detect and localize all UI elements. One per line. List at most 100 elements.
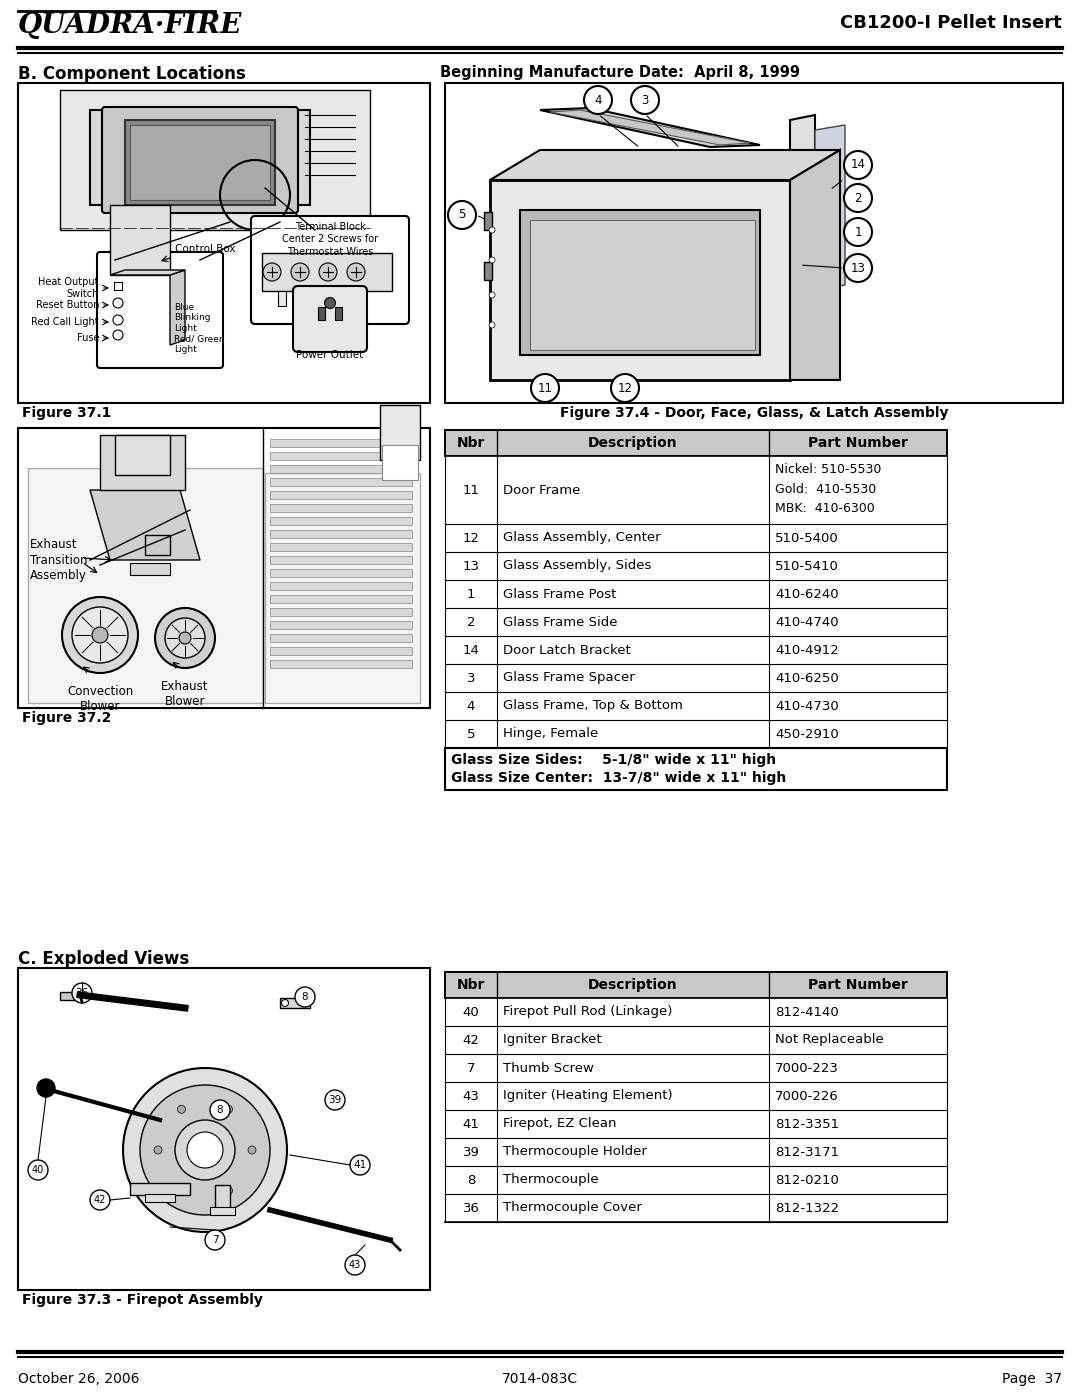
Text: 5: 5 — [458, 208, 465, 222]
Bar — [270, 453, 411, 460]
Bar — [445, 552, 947, 580]
Bar — [445, 1053, 947, 1083]
Text: 4: 4 — [467, 700, 475, 712]
Bar — [445, 997, 947, 1025]
Bar — [445, 1111, 947, 1139]
Text: Convection
Blower: Convection Blower — [67, 685, 133, 712]
Circle shape — [350, 1155, 370, 1175]
Text: 11: 11 — [538, 381, 553, 394]
Text: Page  37: Page 37 — [1002, 1372, 1062, 1386]
Circle shape — [282, 999, 288, 1006]
Text: 812-3171: 812-3171 — [775, 1146, 839, 1158]
Text: Figure 37.4 - Door, Face, Glass, & Latch Assembly: Figure 37.4 - Door, Face, Glass, & Latch… — [559, 407, 948, 420]
Bar — [270, 504, 411, 511]
Polygon shape — [170, 270, 185, 345]
Text: Glass Size Center:  13-7/8" wide x 11" high: Glass Size Center: 13-7/8" wide x 11" hi… — [451, 771, 786, 785]
Bar — [445, 82, 1063, 402]
Text: Part Number: Part Number — [808, 978, 908, 992]
Polygon shape — [90, 110, 310, 205]
Text: Gold:  410-5530: Gold: 410-5530 — [775, 482, 876, 496]
Circle shape — [611, 374, 639, 402]
Text: 8: 8 — [301, 992, 308, 1002]
Circle shape — [72, 983, 92, 1003]
Bar — [270, 529, 411, 538]
Text: Firepot, EZ Clean: Firepot, EZ Clean — [503, 1118, 617, 1130]
Bar — [270, 465, 411, 474]
Bar — [270, 634, 411, 643]
Circle shape — [177, 1186, 186, 1194]
Text: 12: 12 — [618, 381, 633, 394]
Text: 43: 43 — [462, 1090, 480, 1102]
Bar — [270, 517, 411, 525]
Circle shape — [28, 1160, 48, 1180]
Bar — [100, 434, 185, 490]
Polygon shape — [519, 210, 760, 355]
Text: Description: Description — [589, 978, 678, 992]
Circle shape — [225, 1186, 232, 1194]
Bar — [445, 608, 947, 636]
Text: Fuse: Fuse — [77, 332, 99, 344]
Circle shape — [248, 1146, 256, 1154]
Circle shape — [843, 151, 872, 179]
Text: Part Number: Part Number — [808, 436, 908, 450]
Text: 3: 3 — [642, 94, 649, 106]
Bar — [270, 647, 411, 655]
Bar — [60, 89, 370, 231]
Text: Thermocouple Cover: Thermocouple Cover — [503, 1201, 642, 1214]
Bar — [445, 430, 947, 455]
Text: 13: 13 — [851, 261, 865, 274]
Bar — [445, 636, 947, 664]
Bar — [270, 478, 411, 486]
Text: 812-3351: 812-3351 — [775, 1118, 839, 1130]
Circle shape — [843, 184, 872, 212]
Bar — [445, 1083, 947, 1111]
Polygon shape — [110, 270, 185, 275]
Text: 39: 39 — [328, 1095, 341, 1105]
Text: 410-6240: 410-6240 — [775, 588, 839, 601]
Bar — [215, 1185, 230, 1210]
Circle shape — [113, 314, 123, 326]
Circle shape — [123, 1067, 287, 1232]
Text: 7: 7 — [467, 1062, 475, 1074]
Text: Nbr: Nbr — [457, 436, 485, 450]
Bar — [125, 120, 275, 205]
Text: 1: 1 — [467, 588, 475, 601]
Text: 410-6250: 410-6250 — [775, 672, 839, 685]
Circle shape — [631, 87, 659, 115]
Bar — [445, 747, 947, 789]
Circle shape — [90, 1190, 110, 1210]
Text: Glass Frame Post: Glass Frame Post — [503, 588, 617, 601]
Text: CB1200-I Pellet Insert: CB1200-I Pellet Insert — [840, 14, 1062, 32]
Bar — [28, 468, 264, 703]
Text: 36: 36 — [76, 988, 89, 997]
Bar — [382, 446, 418, 481]
Text: Beginning Manufacture Date:  April 8, 1999: Beginning Manufacture Date: April 8, 199… — [440, 66, 800, 80]
Text: 510-5410: 510-5410 — [775, 560, 839, 573]
Text: Red Call Light: Red Call Light — [31, 317, 99, 327]
Bar — [445, 1194, 947, 1222]
Polygon shape — [789, 149, 840, 380]
Circle shape — [37, 1078, 55, 1097]
Text: Reset Button: Reset Button — [36, 300, 99, 310]
Circle shape — [843, 254, 872, 282]
Circle shape — [210, 1099, 230, 1120]
Circle shape — [325, 1090, 345, 1111]
Bar — [348, 291, 356, 306]
Bar — [484, 263, 492, 279]
Text: 13: 13 — [462, 560, 480, 573]
Bar — [270, 543, 411, 550]
Polygon shape — [490, 149, 840, 180]
Bar — [270, 608, 411, 616]
Bar — [262, 253, 392, 291]
Text: Glass Frame Side: Glass Frame Side — [503, 616, 618, 629]
Bar — [145, 535, 170, 555]
Bar — [110, 205, 170, 275]
Text: B. Component Locations: B. Component Locations — [18, 66, 246, 82]
Text: Igniter (Heating Element): Igniter (Heating Element) — [503, 1090, 673, 1102]
Text: Heat Output
Switch: Heat Output Switch — [39, 277, 99, 299]
Text: 36: 36 — [462, 1201, 480, 1214]
Text: 8: 8 — [467, 1173, 475, 1186]
Text: 41: 41 — [462, 1118, 480, 1130]
Circle shape — [175, 1120, 235, 1180]
Text: October 26, 2006: October 26, 2006 — [18, 1372, 139, 1386]
